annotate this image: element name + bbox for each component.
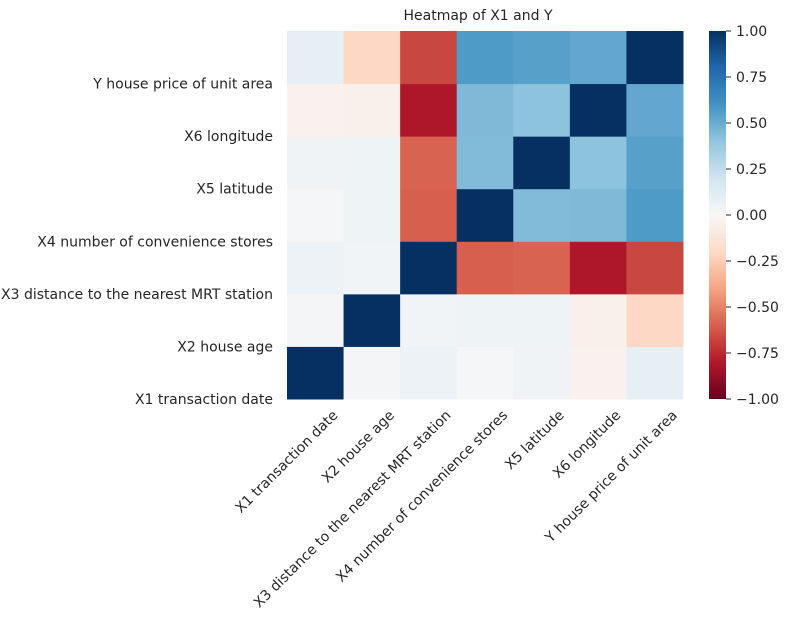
y-tick-label: X5 latitude [196,182,273,198]
heatmap-cell [343,136,401,190]
heatmap-cell [400,241,458,295]
heatmap-cell [456,346,514,400]
heatmap-cell [400,83,458,137]
y-tick-label: X3 distance to the nearest MRT station [1,287,273,303]
heatmap-cell [626,83,684,137]
heatmap-cell [626,293,684,347]
heatmap-cell [513,293,571,347]
colorbar-tick-label: 0.75 [736,70,767,86]
y-tick-label: Y house price of unit area [92,77,273,93]
heatmap-cell [343,83,401,137]
heatmap-cell [287,346,345,400]
heatmap-cells [287,31,684,400]
heatmap-cell [287,136,345,190]
heatmap-cell [513,188,571,242]
y-tick-label: X4 number of convenience stores [37,234,273,250]
x-tick-label: X1 transaction date [232,408,341,517]
heatmap-cell [513,241,571,295]
heatmap-cell [569,346,627,400]
heatmap-cell [400,346,458,400]
colorbar-tick-label: 0.50 [736,116,767,132]
heatmap-cell [456,83,514,137]
y-axis-labels: X1 transaction date X2 house age X3 distan… [1,77,273,408]
heatmap-cell [400,31,458,85]
heatmap-cell [513,83,571,137]
heatmap-cell [569,31,627,85]
colorbar-tick-label: 0.00 [736,208,767,224]
heatmap-cell [513,346,571,400]
heatmap-cell [287,293,345,347]
heatmap-cell [569,83,627,137]
colorbar-tick-label: 0.25 [736,162,767,178]
heatmap-cell [569,136,627,190]
heatmap-cell [456,31,514,85]
x-tick-label: X3 distance to the nearest MRT station [251,408,455,612]
heatmap-cell [343,188,401,242]
colorbar-ticks: 1.00 0.75 0.50 0.25 0.00 −0.25 −0.50 −0.75 −1.00 [726,24,779,408]
colorbar-tick-label: −0.25 [736,254,779,270]
colorbar-gradient [709,31,726,399]
heatmap-cell [456,293,514,347]
heatmap-cell [456,241,514,295]
heatmap-cell [626,188,684,242]
heatmap-cell [287,188,345,242]
colorbar-tick-label: −1.00 [736,392,779,408]
heatmap-cell [287,83,345,137]
colorbar-tick-label: −0.50 [736,300,779,316]
heatmap-cell [400,136,458,190]
heatmap-cell [513,31,571,85]
heatmap-cell [569,188,627,242]
y-tick-label: X1 transaction date [135,392,273,408]
y-tick-label: X6 longitude [184,129,273,145]
heatmap-cell [456,136,514,190]
heatmap-cell [626,31,684,85]
heatmap-cell [343,31,401,85]
heatmap-cell [456,188,514,242]
heatmap-cell [626,346,684,400]
heatmap-cell [287,31,345,85]
heatmap-cell [513,136,571,190]
colorbar-tick-label: −0.75 [736,346,779,362]
heatmap-cell [343,293,401,347]
heatmap-cell [343,241,401,295]
heatmap-cell [343,346,401,400]
heatmap-cell [400,188,458,242]
heatmap-cell [626,136,684,190]
heatmap-cell [569,293,627,347]
heatmap-cell [569,241,627,295]
y-tick-label: X2 house age [177,339,273,355]
heatmap-cell [287,241,345,295]
heatmap-cell [400,293,458,347]
heatmap-cell [626,241,684,295]
colorbar: 1.00 0.75 0.50 0.25 0.00 −0.25 −0.50 −0.75 −1.00 [709,24,779,408]
chart-title: Heatmap of X1 and Y [404,8,553,24]
colorbar-tick-label: 1.00 [736,24,767,40]
